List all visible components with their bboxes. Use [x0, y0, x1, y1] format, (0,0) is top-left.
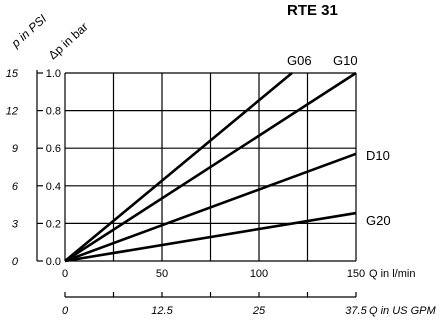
x-axis-label: Q in l/min [369, 268, 415, 280]
x-tick-label: 100 [250, 268, 268, 280]
y-tick-label: 0.4 [46, 181, 61, 193]
x-tick-label: 150 [347, 268, 365, 280]
gpm-tick-label: 37.5 [345, 305, 367, 317]
psi-tick-label: 9 [12, 143, 18, 155]
psi-tick-label: 15 [6, 68, 19, 80]
series-lines [64, 71, 357, 263]
y-tick-label: 0.2 [46, 218, 61, 230]
psi-axis-label: p in PSI [8, 11, 50, 51]
series-line-g10 [64, 71, 357, 263]
axes [36, 70, 43, 262]
y-tick-label: 1.0 [46, 68, 61, 80]
gpm-tick-label: 0 [62, 305, 69, 317]
gpm-axis-label: Q in US GPM [369, 305, 436, 317]
psi-tick-label: 0 [12, 256, 19, 268]
bar-axis-label: Δp in bar [46, 20, 91, 63]
series-label-g20: G20 [366, 213, 391, 228]
y-tick-label: 0.0 [46, 256, 61, 268]
x-tick-label: 50 [156, 268, 168, 280]
psi-tick-label: 12 [6, 106, 18, 118]
gpm-axis: 0 12.5 25 37.5 Q in US GPM [62, 292, 436, 317]
series-line-g20 [64, 211, 357, 263]
series-line-g06 [64, 71, 293, 263]
gpm-tick-label: 25 [252, 305, 266, 317]
y-tick-label: 0.6 [46, 143, 61, 155]
x-tick-label: 0 [62, 268, 68, 280]
gpm-tick-label: 12.5 [151, 305, 173, 317]
series-label-g10: G10 [333, 53, 358, 68]
series-line-d10 [64, 152, 357, 263]
series-label-d10: D10 [366, 148, 390, 163]
chart-title: RTE 31 [287, 2, 338, 19]
y-tick-label: 0.8 [46, 106, 61, 118]
series-label-g06: G06 [287, 53, 312, 68]
psi-tick-label: 6 [12, 181, 19, 193]
psi-tick-label: 3 [12, 218, 19, 230]
